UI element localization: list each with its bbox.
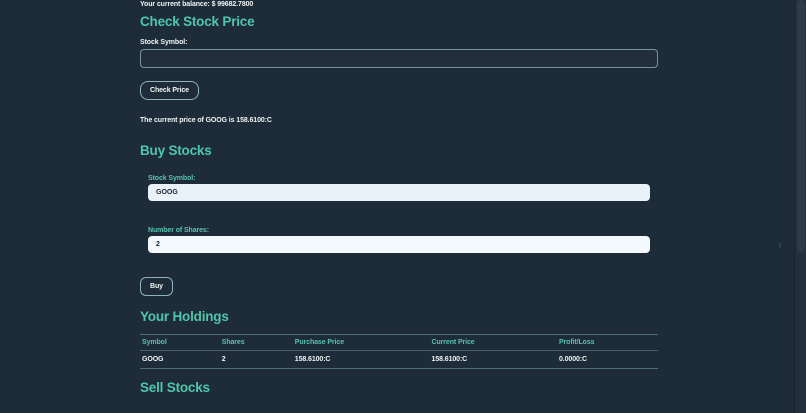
stepper-down-icon: ▾ [778, 244, 782, 249]
check-stock-price-heading: Check Stock Price [140, 14, 255, 29]
stepper-up-icon: ▴ [778, 240, 782, 246]
holdings-cell-current: 158.6100:C [429, 350, 557, 369]
holdings-table: Symbol Shares Purchase Price Current Pri… [140, 334, 658, 369]
your-holdings-heading: Your Holdings [140, 309, 229, 324]
holdings-header-symbol: Symbol [140, 334, 220, 351]
buy-button[interactable]: Buy [140, 277, 173, 296]
number-stepper-icon[interactable]: ▴ ▾ [776, 240, 784, 250]
holdings-header-row: Symbol Shares Purchase Price Current Pri… [140, 334, 658, 351]
scrollbar[interactable] [794, 0, 806, 413]
table-row: GOOG 2 158.6100:C 158.6100:C 0.0000:C [140, 350, 658, 369]
holdings-cell-purchase: 158.6100:C [292, 350, 430, 369]
price-result-text: The current price of GOOG is 158.6100:C [140, 117, 272, 124]
holdings-header-shares: Shares [219, 334, 293, 351]
check-symbol-label: Stock Symbol: [140, 39, 188, 46]
page-content: Your current balance: $ 99682.7800 Check… [140, 0, 781, 413]
holdings-cell-symbol: GOOG [140, 350, 220, 369]
holdings-header-purchase: Purchase Price [292, 334, 430, 351]
buy-shares-input[interactable] [148, 236, 650, 253]
holdings-cell-profit: 0.0000:C [556, 350, 658, 369]
buy-stocks-heading: Buy Stocks [140, 143, 212, 158]
holdings-cell-shares: 2 [219, 350, 293, 369]
buy-shares-label: Number of Shares: [148, 227, 209, 234]
check-symbol-input[interactable] [140, 49, 658, 68]
scrollbar-thumb[interactable] [797, 0, 805, 252]
current-balance-text: Your current balance: $ 99682.7800 [140, 1, 254, 8]
buy-symbol-input[interactable] [148, 184, 650, 201]
check-price-button[interactable]: Check Price [140, 81, 199, 100]
sell-stocks-heading: Sell Stocks [140, 380, 210, 395]
holdings-header-current: Current Price [429, 334, 557, 351]
buy-symbol-label: Stock Symbol: [148, 175, 196, 182]
holdings-header-profit: Profit/Loss [556, 334, 658, 351]
